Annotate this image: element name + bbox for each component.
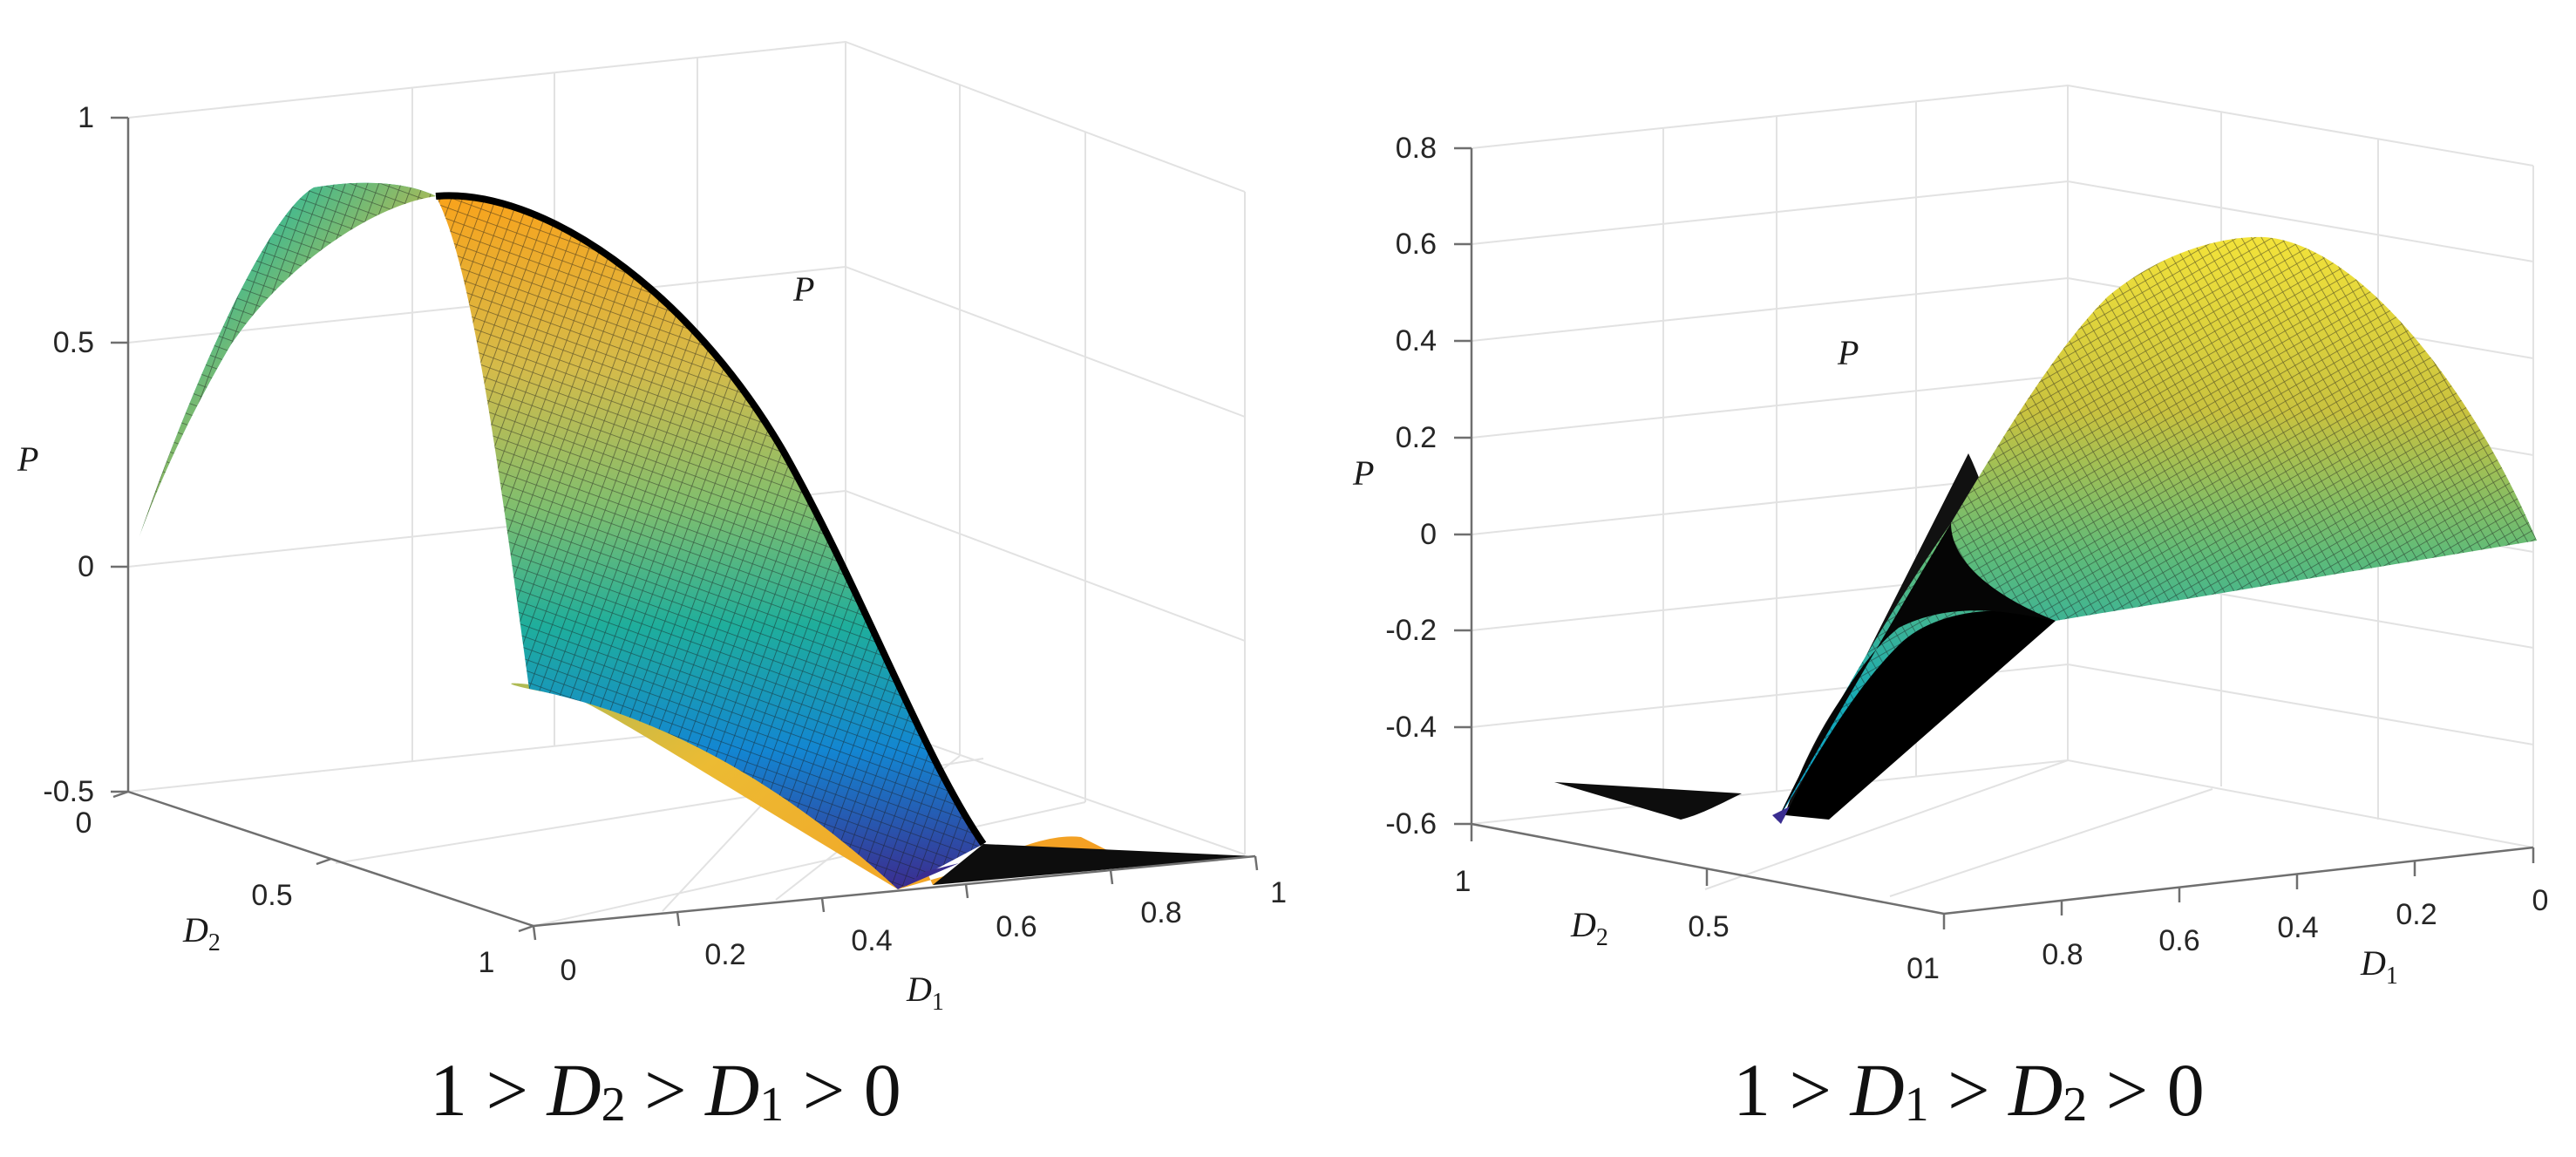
left-surface-plot: 1 0.5 0 -0.5 0 0.5 1 0 0.2 0.4 0.6 0.8 1… bbox=[17, 40, 1287, 1016]
left-xtick-label: 0.2 bbox=[704, 938, 745, 971]
right-x-ticklabels: 0.8 0.6 0.4 0.2 0 bbox=[2042, 884, 2548, 971]
right-ztick-label: 0 bbox=[1420, 518, 1437, 551]
left-ztick-label: 1 bbox=[78, 101, 94, 134]
left-ytick-label: 0.5 bbox=[251, 879, 292, 912]
right-ztick-label: 0.4 bbox=[1396, 324, 1437, 357]
right-ytick-label: 0.5 bbox=[1688, 910, 1729, 943]
left-ztick-label: -0.5 bbox=[43, 775, 94, 808]
right-annotation-p: P bbox=[1837, 333, 1859, 372]
left-y-ticklabels: 0 0.5 1 bbox=[76, 806, 495, 979]
left-z-axis-label: P bbox=[17, 439, 38, 479]
right-ztick-label: 0.2 bbox=[1396, 421, 1437, 454]
right-ztick-label: -0.2 bbox=[1385, 614, 1437, 647]
right-subtitle: 1 > D1 > D2 > 0 bbox=[1733, 1048, 2205, 1132]
right-ztick-label: -0.6 bbox=[1385, 807, 1437, 841]
right-surface bbox=[1554, 236, 2537, 824]
right-xtick-label: 0.2 bbox=[2396, 898, 2437, 931]
left-z-ticklabels: 1 0.5 0 -0.5 bbox=[43, 101, 94, 808]
left-subtitle: 1 > D2 > D1 > 0 bbox=[430, 1048, 901, 1132]
right-xtick-label: 0.6 bbox=[2158, 924, 2199, 957]
left-annotation-p: P bbox=[792, 269, 814, 309]
right-surface-plot: 0.8 0.6 0.4 0.2 0 -0.2 -0.4 -0.6 1 0.5 0… bbox=[1352, 84, 2548, 990]
right-z-axis-label: P bbox=[1352, 453, 1374, 493]
left-axes bbox=[111, 116, 1259, 941]
left-xtick-label: 1 bbox=[1270, 876, 1287, 909]
right-xtick-label: 0 bbox=[2532, 884, 2549, 917]
left-xtick-label: 0.8 bbox=[1140, 896, 1181, 929]
right-y-ticklabels: 1 0.5 01 bbox=[1455, 865, 1940, 985]
right-ztick-label: -0.4 bbox=[1385, 711, 1437, 744]
right-z-ticklabels: 0.8 0.6 0.4 0.2 0 -0.2 -0.4 -0.6 bbox=[1385, 132, 1437, 841]
left-y-axis-label: D2 bbox=[182, 910, 221, 956]
left-surface bbox=[139, 182, 1255, 890]
left-xtick-label: 0.4 bbox=[851, 924, 892, 957]
left-x-axis-label: D1 bbox=[906, 970, 944, 1016]
left-xtick-label: 0.6 bbox=[996, 910, 1037, 943]
left-ztick-label: 0 bbox=[78, 550, 94, 583]
right-ztick-label: 0.8 bbox=[1396, 132, 1437, 165]
right-chart-panel: 0.8 0.6 0.4 0.2 0 -0.2 -0.4 -0.6 1 0.5 0… bbox=[1288, 0, 2576, 1157]
right-y-axis-label: D2 bbox=[1570, 905, 1608, 951]
left-ztick-label: 0.5 bbox=[53, 326, 94, 359]
left-xtick-label: 0 bbox=[561, 954, 577, 987]
right-ytick-label: 1 bbox=[1455, 865, 1472, 898]
right-xtick-label: 0.4 bbox=[2277, 911, 2318, 944]
right-ztick-label: 0.6 bbox=[1396, 228, 1437, 261]
right-axes bbox=[1454, 146, 2535, 929]
right-xtick-label: 0.8 bbox=[2042, 938, 2083, 971]
left-ytick-label: 1 bbox=[479, 946, 495, 979]
right-ytick-label: 01 bbox=[1907, 952, 1940, 985]
right-x-axis-label: D1 bbox=[2360, 943, 2398, 990]
left-ytick-label: 0 bbox=[76, 806, 92, 840]
left-x-ticklabels: 0 0.2 0.4 0.6 0.8 1 bbox=[561, 876, 1287, 987]
left-chart-panel: 1 0.5 0 -0.5 0 0.5 1 0 0.2 0.4 0.6 0.8 1… bbox=[17, 40, 1287, 1132]
